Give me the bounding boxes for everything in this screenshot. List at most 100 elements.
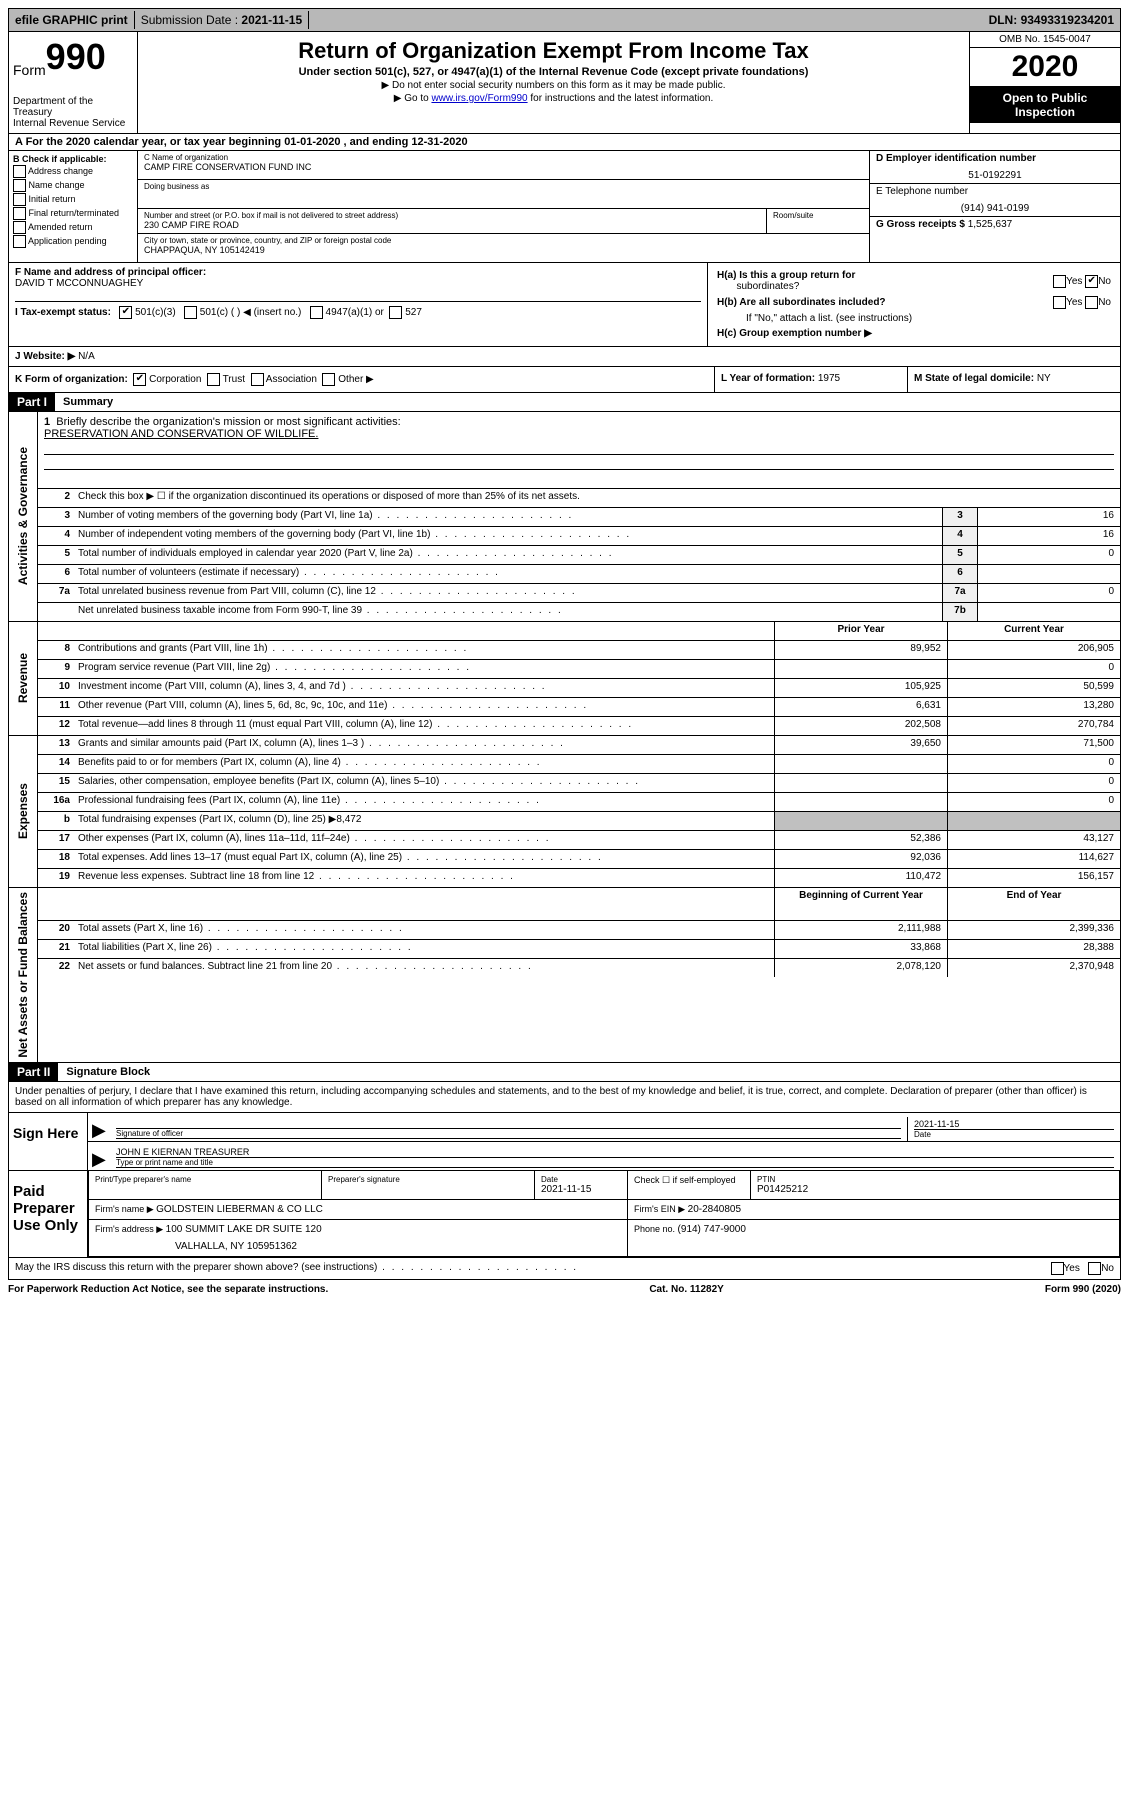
inspection-notice: Open to Public Inspection (970, 87, 1120, 123)
current-value: 28,388 (947, 940, 1120, 958)
prior-value (774, 793, 947, 811)
checkbox-ha-no[interactable] (1085, 275, 1098, 288)
checkbox-corp[interactable] (133, 373, 146, 386)
checkbox-discuss-yes[interactable] (1051, 1262, 1064, 1275)
checkbox-hb-yes[interactable] (1053, 296, 1066, 309)
prior-value (774, 755, 947, 773)
current-value: 71,500 (947, 736, 1120, 754)
phone-block: E Telephone number (914) 941-0199 (870, 184, 1120, 217)
line-text: Investment income (Part VIII, column (A)… (74, 679, 774, 697)
col-d-ein: D Employer identification number 51-0192… (869, 151, 1120, 262)
line-text: Net assets or fund balances. Subtract li… (74, 959, 774, 977)
netassets-section: Net Assets or Fund Balances Beginning of… (8, 888, 1121, 1063)
end-year-header: End of Year (947, 888, 1120, 920)
line6-val (977, 565, 1120, 583)
checkbox-discuss-no[interactable] (1088, 1262, 1101, 1275)
current-value: 206,905 (947, 641, 1120, 659)
current-value: 156,157 (947, 869, 1120, 887)
checkbox-name[interactable] (13, 179, 26, 192)
street-row: Number and street (or P.O. box if mail i… (138, 209, 869, 234)
part2-header: Part II Signature Block (8, 1063, 1121, 1082)
perjury-text: Under penalties of perjury, I declare th… (8, 1082, 1121, 1113)
prior-value: 39,650 (774, 736, 947, 754)
line-text: Grants and similar amounts paid (Part IX… (74, 736, 774, 754)
table-row: 12Total revenue—add lines 8 through 11 (… (38, 717, 1120, 735)
current-value: 0 (947, 660, 1120, 678)
prior-value: 33,868 (774, 940, 947, 958)
footer: For Paperwork Reduction Act Notice, see … (8, 1280, 1121, 1299)
header-right: OMB No. 1545-0047 2020 Open to Public In… (969, 32, 1120, 133)
checkbox-amended[interactable] (13, 221, 26, 234)
line-text: Total revenue—add lines 8 through 11 (mu… (74, 717, 774, 735)
current-value: 270,784 (947, 717, 1120, 735)
line7b-text: Net unrelated business taxable income fr… (74, 603, 942, 621)
prior-value: 2,111,988 (774, 921, 947, 939)
line4-text: Number of independent voting members of … (74, 527, 942, 545)
line-text: Salaries, other compensation, employee b… (74, 774, 774, 792)
vlabel-expenses: Expenses (14, 779, 32, 843)
officer-signature-field[interactable]: Signature of officer (116, 1128, 901, 1139)
line5-text: Total number of individuals employed in … (74, 546, 942, 564)
sign-date-field: 2021-11-15 Date (907, 1117, 1120, 1141)
officer-name-field: JOHN E KIERNAN TREASURER Type or print n… (116, 1147, 1114, 1168)
dln-cell: DLN: 93493319234201 (983, 11, 1120, 29)
submission-cell: Submission Date : 2021-11-15 (135, 11, 309, 29)
prep-ptin-cell: PTINP01425212 (751, 1171, 1120, 1200)
checkbox-501c3[interactable] (119, 306, 132, 319)
col-f-officer: F Name and address of principal officer:… (9, 263, 708, 346)
org-name-row: C Name of organization CAMP FIRE CONSERV… (138, 151, 869, 180)
table-row: 13Grants and similar amounts paid (Part … (38, 736, 1120, 755)
prep-sig-cell[interactable]: Preparer's signature (322, 1171, 535, 1200)
revenue-section: Revenue Prior Year Current Year 8Contrib… (8, 622, 1121, 736)
preparer-block: Paid Preparer Use Only Print/Type prepar… (8, 1171, 1121, 1258)
omb-number: OMB No. 1545-0047 (970, 32, 1120, 48)
line-text: Other revenue (Part VIII, column (A), li… (74, 698, 774, 716)
table-row: 15Salaries, other compensation, employee… (38, 774, 1120, 793)
sign-here-label: Sign Here (9, 1113, 88, 1170)
prior-value: 52,386 (774, 831, 947, 849)
dba-row: Doing business as (138, 180, 869, 209)
entity-block: B Check if applicable: Address change Na… (8, 151, 1121, 263)
checkbox-other[interactable] (322, 373, 335, 386)
checkbox-final[interactable] (13, 207, 26, 220)
line-text: Total fundraising expenses (Part IX, col… (74, 812, 774, 830)
table-row: 10Investment income (Part VIII, column (… (38, 679, 1120, 698)
firm-ein-cell: Firm's EIN ▶ 20-2840805 (628, 1199, 1120, 1219)
form990-link[interactable]: www.irs.gov/Form990 (431, 93, 527, 104)
form-number: Form990 (13, 36, 133, 78)
form-title: Return of Organization Exempt From Incom… (146, 38, 961, 64)
form-header: Form990 Department of the Treasury Inter… (8, 32, 1121, 134)
current-value: 114,627 (947, 850, 1120, 868)
officer-group-block: F Name and address of principal officer:… (8, 263, 1121, 347)
checkbox-address[interactable] (13, 165, 26, 178)
checkbox-trust[interactable] (207, 373, 220, 386)
current-value: 50,599 (947, 679, 1120, 697)
footer-left: For Paperwork Reduction Act Notice, see … (8, 1284, 328, 1295)
header-left: Form990 Department of the Treasury Inter… (9, 32, 138, 133)
table-row: 14Benefits paid to or for members (Part … (38, 755, 1120, 774)
line-text: Total assets (Part X, line 16) (74, 921, 774, 939)
table-row: 22Net assets or fund balances. Subtract … (38, 959, 1120, 977)
line5-val: 0 (977, 546, 1120, 564)
line-text: Revenue less expenses. Subtract line 18 … (74, 869, 774, 887)
prior-value (774, 660, 947, 678)
checkbox-hb-no[interactable] (1085, 296, 1098, 309)
instruction-1: ▶ Do not enter social security numbers o… (146, 80, 961, 91)
table-row: 16aProfessional fundraising fees (Part I… (38, 793, 1120, 812)
footer-mid: Cat. No. 11282Y (649, 1284, 723, 1295)
checkbox-501c[interactable] (184, 306, 197, 319)
checkbox-pending[interactable] (13, 235, 26, 248)
checkbox-4947[interactable] (310, 306, 323, 319)
checkbox-527[interactable] (389, 306, 402, 319)
col-h-group: H(a) Is this a group return for subordin… (708, 263, 1120, 346)
line3-val: 16 (977, 508, 1120, 526)
checkbox-assoc[interactable] (251, 373, 264, 386)
instruction-2: ▶ Go to www.irs.gov/Form990 for instruct… (146, 93, 961, 104)
prior-value: 6,631 (774, 698, 947, 716)
checkbox-ha-yes[interactable] (1053, 275, 1066, 288)
checkbox-initial[interactable] (13, 193, 26, 206)
table-row: bTotal fundraising expenses (Part IX, co… (38, 812, 1120, 831)
footer-right: Form 990 (2020) (1045, 1284, 1121, 1295)
table-row: 17Other expenses (Part IX, column (A), l… (38, 831, 1120, 850)
line-text: Contributions and grants (Part VIII, lin… (74, 641, 774, 659)
